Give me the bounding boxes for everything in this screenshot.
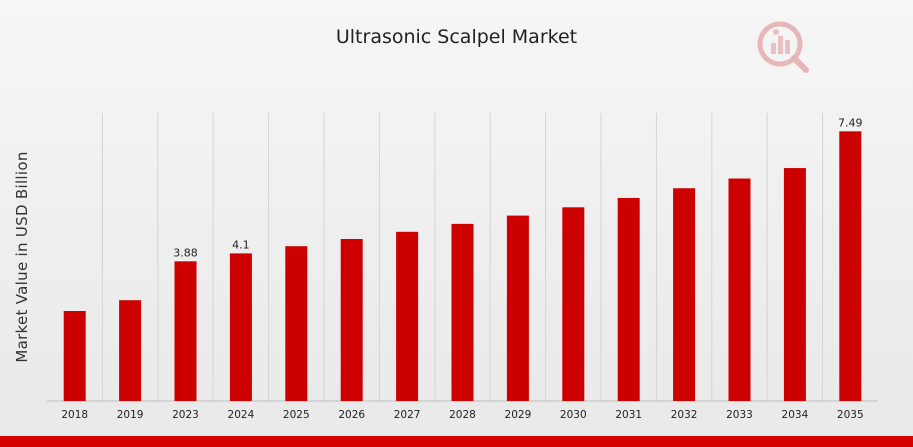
bar-2035 bbox=[839, 131, 862, 402]
x-tick-label: 2025 bbox=[283, 409, 310, 421]
bar-2019 bbox=[119, 300, 142, 401]
chart-title: Ultrasonic Scalpel Market bbox=[335, 26, 578, 48]
bar-2018 bbox=[63, 311, 86, 401]
x-tick-label: 2033 bbox=[726, 409, 753, 421]
x-tick-label: 2031 bbox=[615, 409, 642, 421]
x-tick-label: 2023 bbox=[172, 409, 199, 421]
bar-2026 bbox=[340, 239, 363, 401]
x-tick-label: 2024 bbox=[228, 409, 255, 421]
bar-2027 bbox=[396, 231, 419, 401]
bar-2023 bbox=[174, 261, 197, 401]
x-tick-label: 2027 bbox=[394, 409, 421, 421]
data-label-2035: 7.49 bbox=[838, 116, 863, 129]
bar-2031 bbox=[617, 197, 640, 401]
brand-logo-icon bbox=[757, 21, 809, 73]
x-tick-label: 2032 bbox=[671, 409, 698, 421]
bar-2025 bbox=[285, 246, 308, 401]
bar-2024 bbox=[229, 253, 252, 401]
data-label-2024: 4.1 bbox=[232, 238, 250, 251]
chart-plot-area: 2018 2019 2023 3.88 2024 4.1 2025 2026 2027 2028 2… bbox=[47, 113, 878, 421]
bar-2032 bbox=[673, 188, 696, 401]
x-tick-label: 2026 bbox=[338, 409, 365, 421]
bar-2033 bbox=[728, 178, 751, 401]
bar-2028 bbox=[451, 223, 474, 401]
x-tick-label: 2030 bbox=[560, 409, 587, 421]
data-label-2023: 3.88 bbox=[173, 246, 198, 259]
bar-2034 bbox=[783, 168, 806, 401]
bar-2029 bbox=[506, 215, 529, 401]
x-tick-label: 2035 bbox=[837, 409, 864, 421]
x-tick-label: 2029 bbox=[505, 409, 532, 421]
bar-2030 bbox=[562, 207, 585, 401]
x-tick-label: 2028 bbox=[449, 409, 476, 421]
x-tick-label: 2018 bbox=[61, 409, 88, 421]
bottom-brand-band bbox=[0, 436, 913, 447]
x-tick-label: 2034 bbox=[782, 409, 809, 421]
x-tick-label: 2019 bbox=[117, 409, 144, 421]
